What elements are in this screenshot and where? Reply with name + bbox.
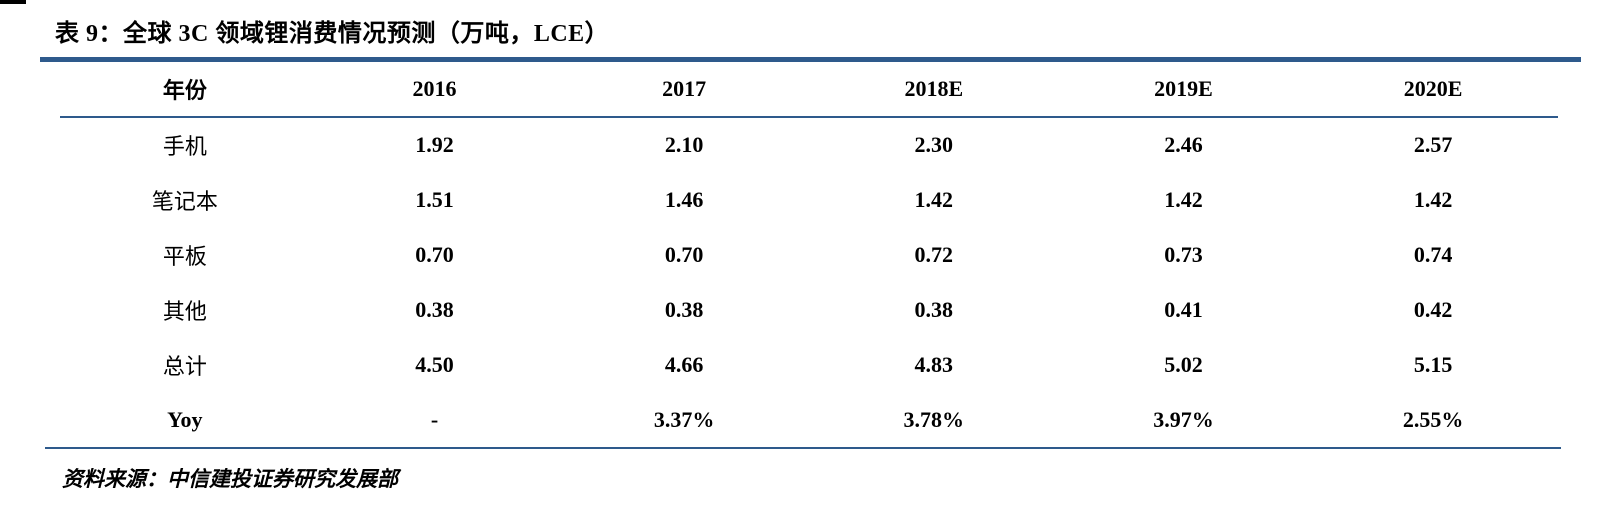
cell-value: 0.70 — [415, 241, 454, 267]
cell-value: 5.15 — [1413, 351, 1453, 377]
page-edge-mark — [0, 0, 26, 4]
header-row: 年份 2016 2017 2018E 2019E 2020E — [60, 62, 1558, 118]
cell-value: 2.57 — [1413, 132, 1453, 157]
cell-value: 4.50 — [415, 351, 454, 377]
cell-value: - — [430, 406, 439, 432]
table-title: 表 9：全球 3C 领域锂消费情况预测（万吨，LCE） — [55, 21, 610, 47]
cell-value: 0.70 — [664, 241, 704, 267]
row-label: Yoy — [167, 406, 203, 432]
table-row-mobile: 手机 1.92 2.10 2.30 2.46 2.57 — [60, 117, 1558, 172]
cell-value: 2.10 — [664, 132, 704, 157]
table-row-other: 其他 0.38 0.38 0.38 0.41 0.42 — [60, 282, 1558, 337]
title-divider-rule — [40, 57, 1581, 62]
table-row-tablet: 平板 0.70 0.70 0.72 0.73 0.74 — [60, 227, 1558, 282]
header-cell-year: 年份 — [60, 62, 310, 118]
cell-value: 1.46 — [664, 186, 704, 212]
cell-value: 0.38 — [914, 296, 954, 322]
cell-value: 0.72 — [914, 241, 954, 267]
source-note: 资料来源：中信建投证券研究发展部 — [62, 467, 398, 491]
cell-value: 4.83 — [914, 351, 954, 377]
cell-value: 0.38 — [415, 296, 454, 322]
cell-value: 0.42 — [1413, 296, 1453, 322]
table-row-total: 总计 4.50 4.66 4.83 5.02 5.15 — [60, 337, 1558, 392]
row-label: 其他 — [162, 298, 207, 324]
header-cell-2017: 2017 — [559, 62, 809, 118]
row-label: 总计 — [162, 353, 207, 379]
cell-value: 2.55% — [1402, 406, 1464, 432]
cell-value: 2.30 — [914, 132, 954, 157]
cell-value: 1.51 — [415, 186, 454, 212]
table-row-yoy: Yoy - 3.37% 3.78% 3.97% 2.55% — [60, 392, 1558, 447]
header-cell-2018e: 2018E — [808, 62, 1059, 118]
header-cell-2020e: 2020E — [1308, 62, 1558, 118]
table-header: 年份 2016 2017 2018E 2019E 2020E — [60, 62, 1558, 118]
cell-value: 4.66 — [664, 351, 704, 377]
header-cell-2016: 2016 — [309, 62, 560, 118]
cell-value: 0.73 — [1164, 241, 1203, 267]
cell-value: 1.42 — [914, 186, 954, 212]
cell-value: 3.37% — [653, 406, 715, 432]
cell-value: 2.46 — [1164, 132, 1203, 157]
forecast-table: 年份 2016 2017 2018E 2019E 2020E 手机 1.92 2… — [60, 62, 1558, 447]
cell-value: 1.42 — [1164, 186, 1203, 212]
cell-value: 1.42 — [1413, 186, 1453, 212]
table-bottom-rule — [45, 447, 1561, 449]
cell-value: 0.74 — [1413, 241, 1453, 267]
row-label: 笔记本 — [151, 188, 218, 214]
cell-value: 3.97% — [1153, 406, 1214, 432]
table-body: 手机 1.92 2.10 2.30 2.46 2.57 笔记本 1.51 1.4… — [60, 117, 1558, 447]
row-label: 手机 — [162, 134, 207, 159]
cell-value: 5.02 — [1164, 351, 1203, 377]
cell-value: 0.41 — [1164, 296, 1203, 322]
row-label: 平板 — [162, 243, 207, 269]
header-cell-2019e: 2019E — [1058, 62, 1309, 118]
table-row-laptop: 笔记本 1.51 1.46 1.42 1.42 1.42 — [60, 172, 1558, 227]
cell-value: 0.38 — [664, 296, 704, 322]
cell-value: 1.92 — [415, 132, 454, 157]
cell-value: 3.78% — [903, 406, 965, 432]
